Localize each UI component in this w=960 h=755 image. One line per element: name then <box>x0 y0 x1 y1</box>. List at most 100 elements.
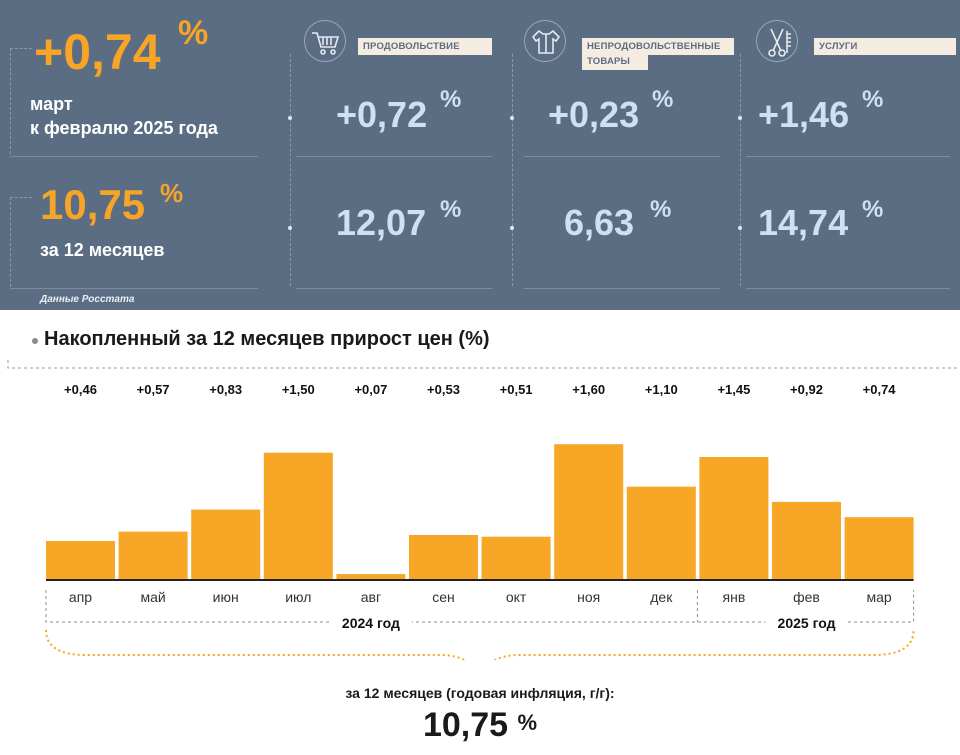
annual-inflation-pct: % <box>160 178 184 208</box>
x-tick-авг: авг <box>361 589 381 605</box>
year-label-0: 2024 год <box>342 615 400 631</box>
bar-июл <box>263 452 333 580</box>
year-label-bg-1 <box>765 613 848 631</box>
clothing-icon <box>524 20 566 62</box>
category-label-services-text: УСЛУГИ <box>819 41 858 52</box>
bar-авг <box>336 574 406 580</box>
nonfood-monthly-pct: % <box>652 86 674 113</box>
x-tick-май: май <box>140 589 165 605</box>
value-label-сен: +0,53 <box>427 382 460 397</box>
x-tick-янв: янв <box>723 589 746 605</box>
services-monthly-value: +1,46 <box>758 94 850 135</box>
col2-divider-bottom <box>524 288 720 289</box>
col3-frame <box>740 54 741 286</box>
row-dot <box>738 226 742 230</box>
category-label-nonfood-text-1: НЕПРОДОВОЛЬСТВЕННЫЕ <box>587 41 721 52</box>
bottom-value: 10,75 <box>422 706 509 744</box>
nonfood-annual-pct: % <box>650 196 672 223</box>
food-annual-pct: % <box>440 196 462 223</box>
bar-дек <box>626 486 696 580</box>
category-label-food-text: ПРОДОВОЛЬСТВИЕ <box>363 41 460 52</box>
year-label-bg-0 <box>329 613 412 631</box>
services-annual-pct: % <box>862 196 884 223</box>
category-label-food: ПРОДОВОЛЬСТВИЕ <box>358 38 492 55</box>
summary-divider <box>10 156 258 157</box>
bottom-pct: % <box>517 710 538 735</box>
row-dot <box>288 116 292 120</box>
bar-окт <box>481 536 551 580</box>
col1-frame <box>290 54 291 286</box>
category-label-nonfood-line2: ТОВАРЫ <box>582 53 648 70</box>
value-label-дек: +1,10 <box>645 382 678 397</box>
x-tick-июл: июл <box>285 589 311 605</box>
annual-inflation-value: 10,75 <box>40 181 146 228</box>
category-label-services: УСЛУГИ <box>814 38 956 55</box>
summary-frame-top <box>10 48 32 154</box>
bar-ноя <box>554 444 624 580</box>
value-label-окт: +0,51 <box>500 382 533 397</box>
nonfood-annual-value: 6,63 <box>564 202 635 243</box>
x-tick-ноя: ноя <box>577 589 600 605</box>
col3-divider <box>746 156 950 157</box>
col1-divider <box>296 156 492 157</box>
col1-divider-bottom <box>296 288 492 289</box>
summary-panel: +0,74 % март к февралю 2025 года 10,75 %… <box>0 0 960 310</box>
title-frame-line <box>7 360 958 369</box>
value-label-май: +0,57 <box>137 382 170 397</box>
row-dot <box>288 226 292 230</box>
year-label-1: 2025 год <box>778 615 836 631</box>
x-tick-сен: сен <box>432 589 455 605</box>
bottom-caption: за 12 месяцев (годовая инфляция, г/г): <box>345 685 615 701</box>
x-tick-фев: фев <box>793 589 820 605</box>
bottom-value-row: 10,75 % <box>0 704 960 746</box>
shopping-cart-icon <box>304 20 346 62</box>
source-note: Данные Росстата <box>40 294 135 305</box>
row-dot <box>510 116 514 120</box>
bar-апр <box>46 541 115 580</box>
row-dot <box>510 226 514 230</box>
bar-янв <box>699 457 769 580</box>
services-annual-value: 14,74 <box>758 202 849 243</box>
x-tick-мар: мар <box>866 589 891 605</box>
bar-мар <box>844 517 914 580</box>
value-label-июн: +0,83 <box>209 382 242 397</box>
monthly-inflation-pct: % <box>178 14 209 52</box>
col2-divider <box>524 156 720 157</box>
monthly-caption-period: к февралю 2025 года <box>30 118 218 138</box>
summary-divider-bottom <box>10 288 258 289</box>
col2-frame <box>512 54 513 286</box>
monthly-caption-month: март <box>30 94 73 114</box>
value-label-мар: +0,74 <box>863 382 897 397</box>
bar-май <box>118 531 188 580</box>
annual-brace <box>45 629 915 660</box>
bar-фев <box>772 501 841 580</box>
value-label-фев: +0,92 <box>790 382 823 397</box>
scissors-comb-icon <box>756 20 798 62</box>
category-label-nonfood-text-2: ТОВАРЫ <box>587 56 631 67</box>
value-label-ноя: +1,60 <box>572 382 605 397</box>
x-tick-апр: апр <box>69 589 92 605</box>
value-label-авг: +0,07 <box>354 382 387 397</box>
monthly-inflation-value: +0,74 <box>34 24 161 80</box>
value-label-янв: +1,45 <box>717 382 750 397</box>
bar-июн <box>191 509 261 580</box>
x-tick-дек: дек <box>650 589 673 605</box>
chart-title: Накопленный за 12 месяцев прирост цен (%… <box>44 328 490 350</box>
row-dot <box>738 116 742 120</box>
bar-сен <box>409 535 478 580</box>
inflation-bar-chart: +0,46 апр +0,57 май +0,83 июн +1,50 июл +0,07 авг… <box>7 360 958 660</box>
value-label-июл: +1,50 <box>282 382 315 397</box>
annual-caption: за 12 месяцев <box>40 240 165 260</box>
food-monthly-value: +0,72 <box>336 94 428 135</box>
x-tick-июн: июн <box>213 589 239 605</box>
category-label-nonfood: НЕПРОДОВОЛЬСТВЕННЫЕ <box>582 38 734 55</box>
summary-frame-bottom <box>10 197 32 287</box>
x-tick-окт: окт <box>506 589 527 605</box>
nonfood-monthly-value: +0,23 <box>548 94 640 135</box>
col3-divider-bottom <box>746 288 950 289</box>
services-monthly-pct: % <box>862 86 884 113</box>
title-bullet <box>32 338 38 344</box>
food-monthly-pct: % <box>440 86 462 113</box>
food-annual-value: 12,07 <box>336 202 427 243</box>
value-label-апр: +0,46 <box>64 382 97 397</box>
